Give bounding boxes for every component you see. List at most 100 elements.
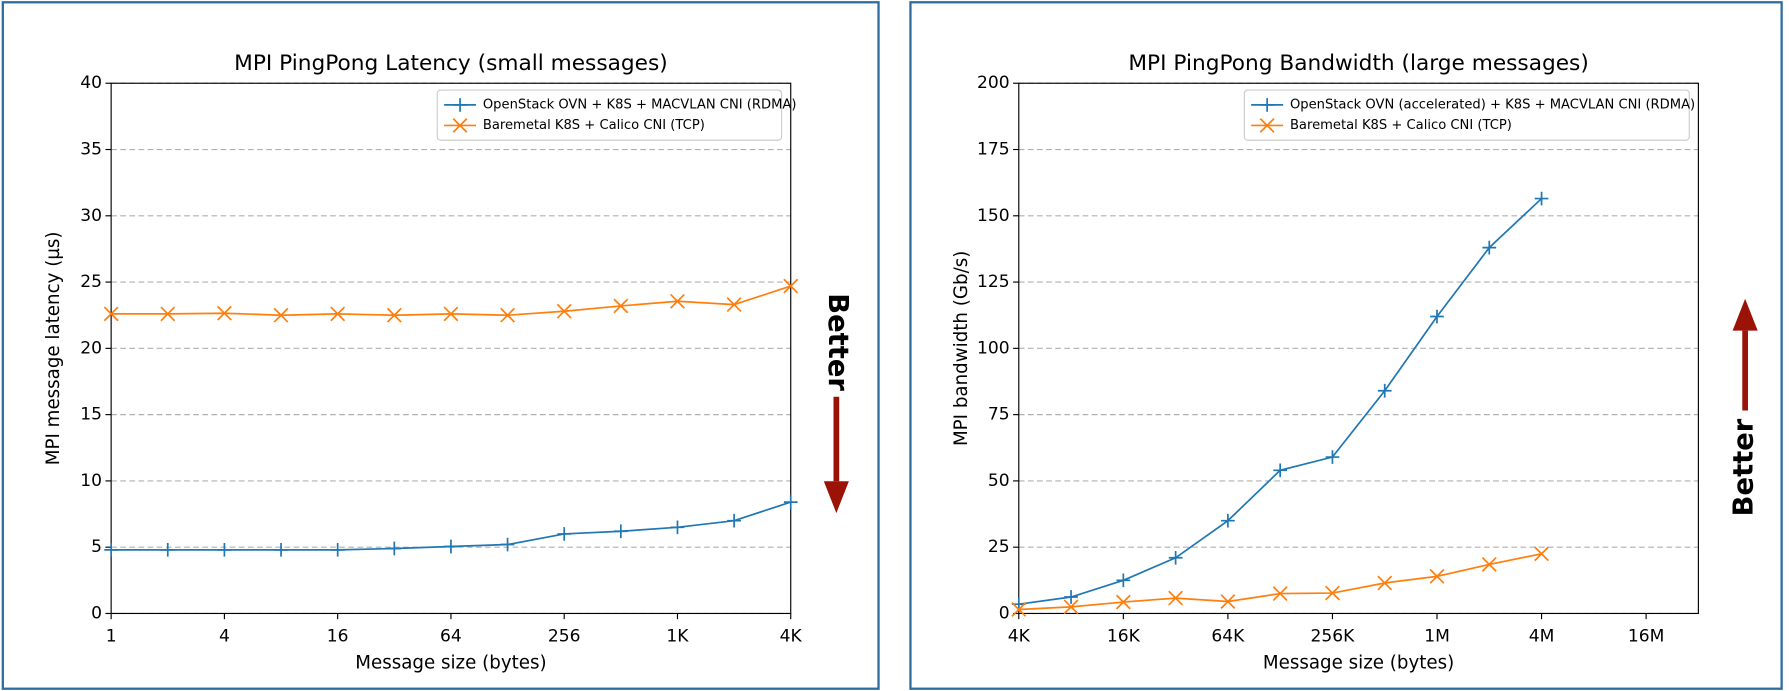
x-axis-label: Message size (bytes) <box>1263 653 1454 674</box>
marker <box>1064 590 1078 604</box>
marker <box>217 542 232 557</box>
legend-label: OpenStack OVN + K8S + MACVLAN CNI (RDMA) <box>483 97 797 112</box>
series <box>1011 191 1549 612</box>
marker <box>1168 550 1183 565</box>
annotation: Better <box>1729 298 1760 516</box>
legend: OpenStack OVN + K8S + MACVLAN CNI (RDMA)… <box>436 89 797 141</box>
marker <box>1429 568 1445 584</box>
marker <box>1168 590 1184 606</box>
marker <box>500 307 516 323</box>
x-tick-label: 256 <box>548 626 581 646</box>
x-tick-label: 16M <box>1628 626 1665 646</box>
y-tick-label: 25 <box>988 537 1010 557</box>
marker <box>160 306 176 322</box>
marker <box>1430 309 1444 324</box>
x-tick-label: 64K <box>1211 626 1245 646</box>
y-tick-label: 5 <box>91 537 102 557</box>
marker <box>1115 594 1131 610</box>
legend-label: OpenStack OVN (accelerated) + K8S + MACV… <box>1290 97 1695 112</box>
marker <box>1377 383 1392 398</box>
series <box>1011 546 1550 617</box>
plot-frame <box>1018 82 1699 615</box>
y-tick-label: 100 <box>977 338 1010 358</box>
plot-frame <box>110 82 792 615</box>
marker <box>216 305 232 321</box>
y-axis-label: MPI bandwidth (Gb/s) <box>951 251 972 446</box>
x-tick-label: 1M <box>1424 626 1450 646</box>
marker <box>670 293 685 309</box>
series <box>103 278 799 323</box>
x-tick-label: 4K <box>1008 626 1031 646</box>
marker <box>330 542 345 557</box>
chart-title: MPI PingPong Bandwidth (large messages) <box>1128 51 1588 76</box>
y-tick-label: 0 <box>999 603 1010 623</box>
marker <box>670 520 685 535</box>
x-tick-label: 256K <box>1311 626 1356 646</box>
marker <box>1325 585 1340 601</box>
marker <box>160 542 175 557</box>
marker <box>783 495 798 509</box>
annotation: Better <box>822 293 853 514</box>
chart-title: MPI PingPong Latency (small messages) <box>234 51 668 76</box>
marker <box>1272 586 1288 602</box>
y-tick-label: 150 <box>977 206 1010 226</box>
y-tick-label: 35 <box>80 140 102 160</box>
marker <box>1377 575 1393 591</box>
marker <box>1534 546 1550 562</box>
marker <box>500 537 515 552</box>
x-tick-label: 16 <box>327 626 349 646</box>
marker <box>386 307 402 323</box>
legend-marker <box>452 117 468 133</box>
x-tick-label: 4K <box>780 626 803 646</box>
y-tick-label: 175 <box>977 140 1010 160</box>
x-tick-label: 4 <box>219 626 230 646</box>
legend-box <box>1243 89 1690 141</box>
marker <box>1011 602 1027 617</box>
marker <box>783 278 799 294</box>
legend-label: Baremetal K8S + Calico CNI (TCP) <box>483 118 705 133</box>
legend-label: Baremetal K8S + Calico CNI (TCP) <box>1290 118 1512 133</box>
y-tick-label: 15 <box>80 405 102 425</box>
marker <box>1482 240 1497 255</box>
marker <box>1221 513 1235 528</box>
marker <box>443 306 459 322</box>
arrow-head <box>1732 298 1758 331</box>
series <box>104 495 798 557</box>
annotation-text: Better <box>1729 418 1760 516</box>
marker <box>1325 450 1340 464</box>
marker <box>330 306 346 322</box>
annotation-text: Better <box>822 293 853 391</box>
marker <box>727 513 741 528</box>
y-tick-label: 40 <box>80 73 102 93</box>
marker <box>556 303 572 319</box>
line <box>1018 552 1542 611</box>
panel-border <box>1 1 880 690</box>
y-tick-label: 125 <box>977 272 1010 292</box>
line <box>111 285 792 317</box>
y-tick-label: 200 <box>977 73 1010 93</box>
marker <box>273 307 289 323</box>
legend-box <box>436 89 783 141</box>
legend-marker <box>1260 98 1274 112</box>
marker <box>1220 594 1236 609</box>
marker <box>1116 573 1131 588</box>
y-tick-label: 0 <box>91 603 102 623</box>
panel-border <box>909 1 1783 690</box>
marker <box>1534 191 1549 206</box>
marker <box>1273 463 1288 478</box>
marker <box>1063 599 1079 615</box>
y-tick-label: 20 <box>80 338 102 358</box>
x-tick-label: 4M <box>1529 626 1555 646</box>
x-axis-label: Message size (bytes) <box>355 653 546 674</box>
y-tick-label: 10 <box>80 471 102 491</box>
marker <box>557 527 572 541</box>
y-axis-label: MPI message latency (µs) <box>43 231 64 465</box>
legend-marker <box>453 98 467 112</box>
marker <box>613 298 629 314</box>
y-tick-label: 25 <box>80 272 102 292</box>
marker <box>274 542 288 557</box>
x-tick-label: 64 <box>440 626 462 646</box>
marker <box>1481 556 1497 572</box>
marker <box>726 297 742 313</box>
